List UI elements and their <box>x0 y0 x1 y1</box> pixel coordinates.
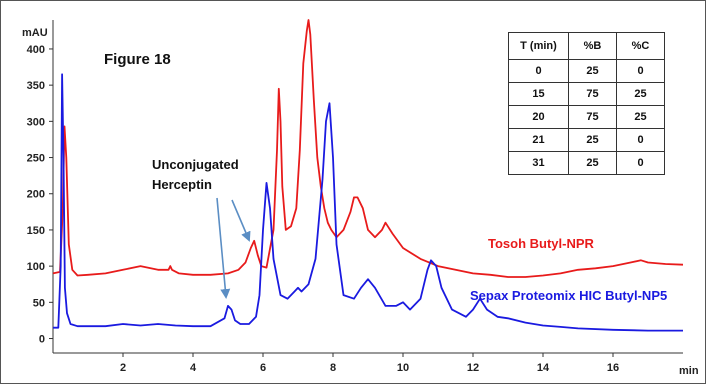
y-tick-label: 200 <box>27 189 45 201</box>
table-row: 31 25 0 <box>508 151 665 175</box>
table-cell: 21 <box>508 128 569 152</box>
x-tick-label: 12 <box>467 362 479 374</box>
table-cell: 75 <box>568 82 617 106</box>
y-tick-label: 100 <box>27 261 45 273</box>
table-cell: 25 <box>616 82 665 106</box>
annotation-line1: Unconjugated <box>152 157 239 172</box>
table-row: 0 25 0 <box>508 59 665 83</box>
table-cell: 15 <box>508 82 569 106</box>
header-b: %B <box>568 32 617 60</box>
table-cell: 25 <box>568 151 617 175</box>
x-axis-label: min <box>679 365 699 377</box>
x-tick-label: 16 <box>607 362 619 374</box>
table-row: 21 25 0 <box>508 128 665 152</box>
x-tick-label: 4 <box>190 362 197 374</box>
series-layer <box>52 19 684 332</box>
annotation-line2: Herceptin <box>152 177 212 192</box>
y-tick-label: 250 <box>27 153 45 165</box>
table-cell: 25 <box>568 128 617 152</box>
y-tick-label: 300 <box>27 116 45 128</box>
gradient-table-header: T (min) %B %C <box>508 32 665 60</box>
y-tick-label: 50 <box>33 297 45 309</box>
table-cell: 25 <box>568 59 617 83</box>
header-time: T (min) <box>508 32 569 60</box>
table-row: 20 75 25 <box>508 105 665 129</box>
table-cell: 0 <box>616 151 665 175</box>
table-cell: 0 <box>508 59 569 83</box>
annotation-arrow-sepax <box>216 197 231 299</box>
series-line-tosoh <box>52 19 684 278</box>
x-tick-label: 14 <box>537 362 550 374</box>
x-tick-label: 2 <box>120 362 126 374</box>
table-cell: 0 <box>616 59 665 83</box>
figure-label: Figure 18 <box>104 51 171 68</box>
annotation-arrow-tosoh <box>231 199 251 242</box>
x-tick-label: 8 <box>330 362 336 374</box>
gradient-table: T (min) %B %C 0 25 0 15 75 25 20 75 25 2… <box>508 32 665 175</box>
y-tick-label: 0 <box>39 334 45 346</box>
series-line-sepax <box>53 73 683 332</box>
header-c: %C <box>616 32 665 60</box>
table-cell: 25 <box>616 105 665 129</box>
table-cell: 31 <box>508 151 569 175</box>
series-label-tosoh: Tosoh Butyl-NPR <box>488 236 595 251</box>
series-label-sepax: Sepax Proteomix HIC Butyl-NP5 <box>470 288 667 303</box>
y-tick-label: 400 <box>27 44 45 56</box>
table-cell: 20 <box>508 105 569 129</box>
y-tick-label: 150 <box>27 225 45 237</box>
x-tick-label: 6 <box>260 362 266 374</box>
table-row: 15 75 25 <box>508 82 665 106</box>
y-axis-label: mAU <box>22 27 48 39</box>
x-tick-label: 10 <box>397 362 409 374</box>
table-cell: 75 <box>568 105 617 129</box>
y-tick-label: 350 <box>27 80 45 92</box>
table-cell: 0 <box>616 128 665 152</box>
